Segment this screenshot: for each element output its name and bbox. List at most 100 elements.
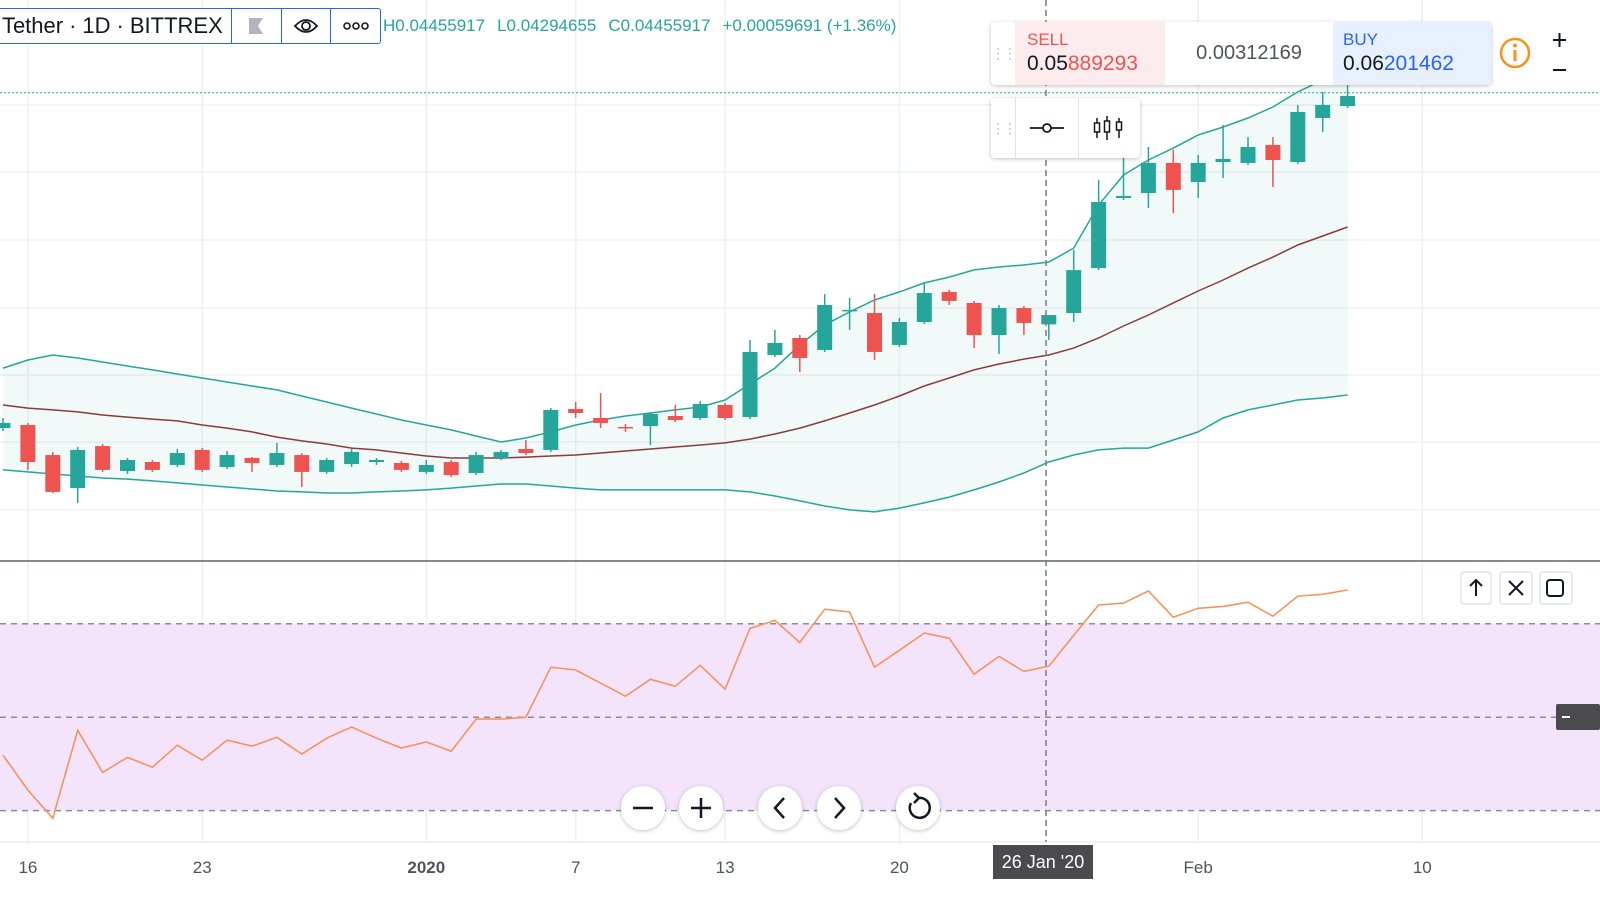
flag-button[interactable] (232, 9, 282, 43)
exchange: BITTREX (129, 13, 223, 38)
candle-body (1091, 202, 1107, 269)
buy-price-minor: 201462 (1383, 52, 1454, 75)
dom-button[interactable] (1077, 98, 1141, 158)
x-tick-label: 10 (1413, 858, 1432, 877)
candle-body (618, 426, 633, 429)
flag-icon (249, 18, 264, 34)
buy-label: BUY (1343, 30, 1378, 49)
trade-widget: ⋮⋮ SELL 0.05889293 0.00312169 BUY 0.0620… (991, 22, 1491, 85)
more-button[interactable] (331, 9, 380, 43)
buy-price: 0.06201462 (1343, 52, 1491, 76)
separator: · (116, 13, 124, 38)
candle-body (20, 424, 36, 463)
candle-body (319, 460, 335, 472)
order-line-button[interactable] (1015, 98, 1078, 158)
candle-body (219, 455, 235, 467)
candle-body (966, 302, 982, 336)
candle-body (1165, 162, 1181, 190)
candle-body (1315, 104, 1331, 118)
navigation-buttons (621, 786, 940, 830)
info-icon[interactable] (1498, 36, 1532, 70)
symbol-info[interactable]: Tether · 1D · BITTREX (0, 9, 232, 43)
dom-icon (1094, 116, 1123, 140)
zoom-in-button[interactable] (679, 786, 723, 830)
candle-body (1340, 95, 1356, 107)
candle-body (120, 460, 135, 472)
sell-price-major: 0.05 (1027, 52, 1068, 75)
candle-body (244, 457, 260, 463)
scroll-right-button[interactable] (817, 786, 861, 830)
candle-body (891, 322, 907, 345)
candle-body (717, 404, 733, 418)
bollinger-fill (3, 68, 1348, 512)
visibility-button[interactable] (282, 9, 332, 43)
candle-body (543, 409, 559, 450)
rsi-pane (0, 589, 1600, 820)
candle-body (692, 404, 708, 418)
scroll-left-button[interactable] (758, 786, 802, 830)
close-pane-button[interactable] (1499, 571, 1533, 605)
candle-body (991, 308, 1007, 336)
candle-body (344, 451, 360, 465)
candle-body (45, 455, 61, 492)
bollinger-basis (2, 226, 1348, 459)
candle-body (568, 408, 584, 414)
candle-body (867, 313, 882, 352)
candle-body (70, 449, 86, 489)
symbol: Tether (1, 13, 64, 38)
bollinger-lower (2, 394, 1348, 513)
candle-body (1240, 146, 1256, 163)
candle-body (144, 462, 160, 470)
move-up-button[interactable] (1460, 571, 1492, 605)
price-pane (0, 67, 1600, 513)
x-tick-label: 2020 (407, 858, 445, 877)
candle-body (518, 448, 534, 454)
more-icon (342, 22, 369, 30)
candle-body (667, 415, 683, 420)
maximize-pane-button[interactable] (1539, 571, 1573, 605)
x-tick-label: Feb (1184, 858, 1213, 877)
drag-handle[interactable]: ⋮⋮ (991, 45, 1017, 61)
candle-body (1041, 315, 1057, 325)
candle-body (1116, 195, 1131, 198)
candle-body (369, 460, 384, 463)
buy-price-major: 0.06 (1343, 52, 1384, 75)
drag-handle[interactable]: ⋮⋮ (991, 119, 1017, 136)
separator: · (69, 13, 77, 38)
candle-body (443, 462, 459, 476)
high-value: H0.04455917 (383, 16, 486, 35)
x-tick-label: 13 (716, 858, 735, 877)
sell-price-minor: 889293 (1067, 52, 1138, 75)
change-value: +0.00059691 (+1.36%) (722, 16, 897, 35)
low-value: L0.04294655 (497, 16, 597, 35)
candle-body (493, 451, 509, 458)
candle-body (418, 464, 434, 472)
candle-body (1290, 111, 1306, 163)
candle-body (593, 417, 609, 423)
buy-button[interactable]: BUY 0.06201462 (1333, 22, 1491, 85)
rsi-scale-tag (1556, 704, 1600, 730)
candle-body (792, 337, 808, 358)
candle-body (269, 453, 285, 465)
eye-icon (293, 19, 319, 33)
spread: 0.00312169 (1196, 42, 1302, 64)
candle-body (1016, 308, 1032, 323)
candle-body (1190, 162, 1206, 183)
sell-button[interactable]: SELL 0.05889293 (1015, 22, 1165, 85)
ohlc-legend: H0.04455917 L0.04294655 C0.04455917 +0.0… (383, 16, 896, 36)
reset-button[interactable] (896, 786, 940, 830)
candle-body (0, 422, 11, 429)
rsi-line (2, 589, 1348, 820)
zoom-side-buttons (1553, 33, 1566, 71)
candle-body (95, 446, 111, 470)
crosshair-label: 26 Jan '20 (993, 845, 1093, 879)
zoom-out-button[interactable] (621, 786, 665, 830)
candle-body (1215, 158, 1231, 163)
candle-body (294, 455, 310, 472)
plus-button[interactable] (1553, 33, 1566, 47)
candle-body (468, 455, 484, 474)
candle-body (1140, 162, 1156, 194)
x-tick-label: 7 (571, 858, 580, 877)
